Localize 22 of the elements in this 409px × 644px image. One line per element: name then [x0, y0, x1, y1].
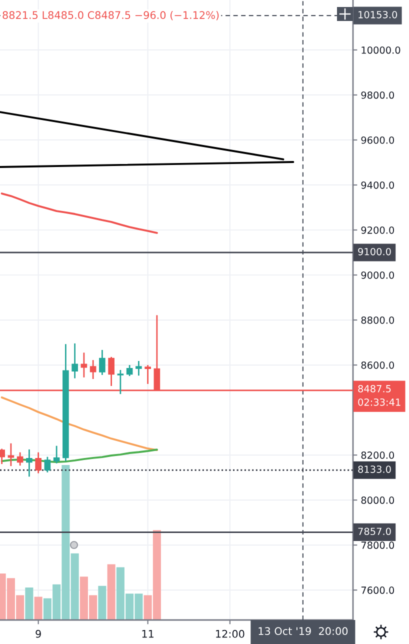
ref-line-label: 8487.5 02:33:41	[358, 385, 400, 406]
y-tick-label: 8000.0	[361, 496, 394, 504]
x-tick-label: 9	[36, 630, 41, 638]
y-tick-label: 8200.0	[361, 452, 394, 459]
ref-line-label: 8133.0	[358, 466, 391, 473]
y-tick-label: 9200.0	[361, 226, 394, 234]
y-tick-label: 7800.0	[361, 542, 394, 549]
y-tick-label: 8800.0	[361, 316, 394, 324]
x-tick-label: 12:00	[216, 630, 244, 638]
y-tick-label: 9400.0	[361, 181, 394, 189]
y-tick-label: 10000.0	[362, 46, 400, 54]
y-tick-label: 8600.0	[361, 362, 394, 369]
y-tick-label: 9800.0	[361, 91, 394, 99]
text: 8821.5 L8485.0 C8487.5 −96.0 (−1.12%)	[2, 10, 219, 20]
ref-line-label: 10153.0	[358, 10, 398, 18]
y-tick-label: 9600.0	[361, 136, 394, 144]
ref-line-label: 7857.0	[358, 528, 391, 536]
y-tick-label: 9000.0	[361, 271, 394, 279]
ref-line-label: 9100.0	[358, 248, 391, 256]
x-tick-label: 11	[142, 630, 154, 638]
y-tick-label: 7600.0	[361, 586, 394, 594]
ref-line-label: 13 Oct '19 20:00	[258, 627, 348, 636]
